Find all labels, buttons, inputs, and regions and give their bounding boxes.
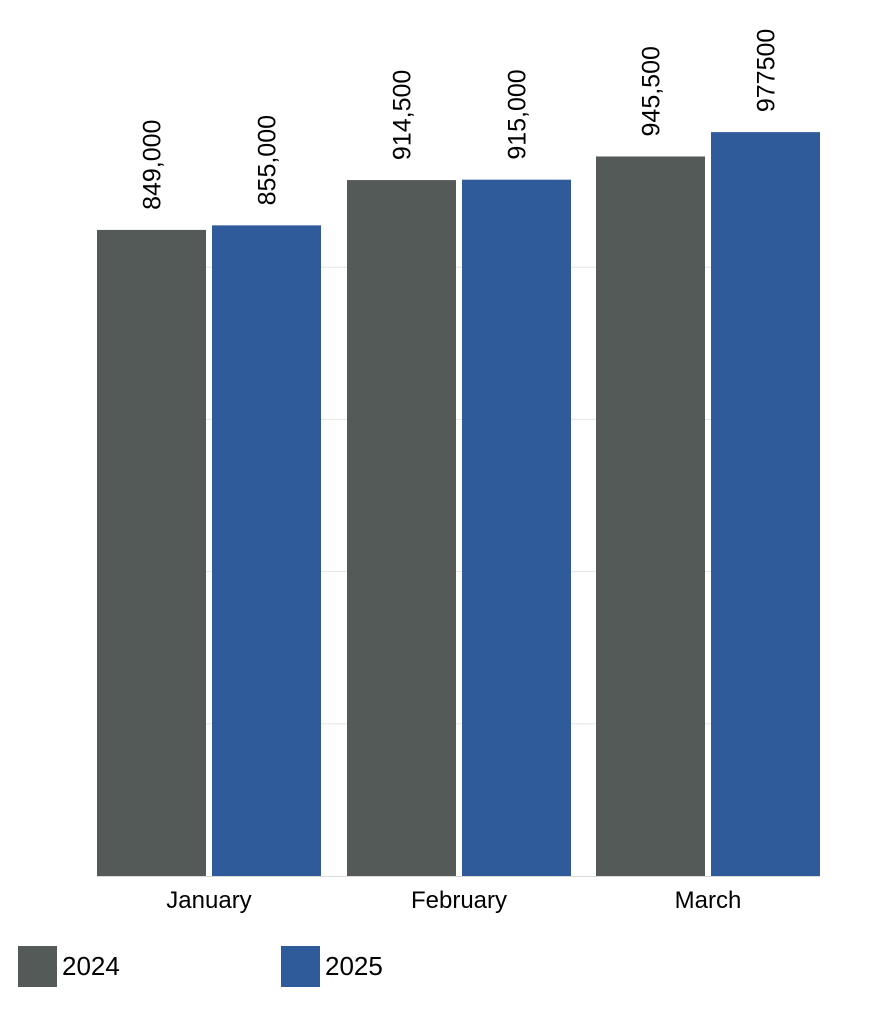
x-tick-label: February — [411, 887, 507, 914]
legend: 2024 2025 — [18, 946, 383, 987]
data-label: 914,500 — [389, 70, 417, 160]
x-axis: January February March — [97, 876, 820, 914]
bar-2025-march — [711, 132, 820, 876]
data-label: 945,500 — [638, 46, 666, 136]
bar-2025-january — [212, 225, 321, 877]
legend-swatch — [281, 946, 320, 987]
x-tick-label: January — [166, 887, 251, 914]
bars — [97, 132, 820, 877]
bar-2024-february — [347, 180, 456, 877]
bar-2024-march — [596, 156, 705, 877]
data-label: 977500 — [753, 29, 781, 112]
bar-2024-january — [97, 229, 206, 876]
legend-label: 2024 — [62, 951, 120, 981]
data-label: 849,000 — [139, 120, 167, 210]
data-label: 855,000 — [254, 115, 282, 205]
x-tick-label: March — [675, 887, 742, 914]
data-label: 915,000 — [504, 69, 532, 159]
bar-2025-february — [462, 179, 571, 876]
legend-label: 2025 — [325, 951, 383, 981]
legend-swatch — [18, 946, 57, 987]
data-labels: 849,000 855,000 914,500 915,000 945,500 97750… — [139, 29, 781, 210]
